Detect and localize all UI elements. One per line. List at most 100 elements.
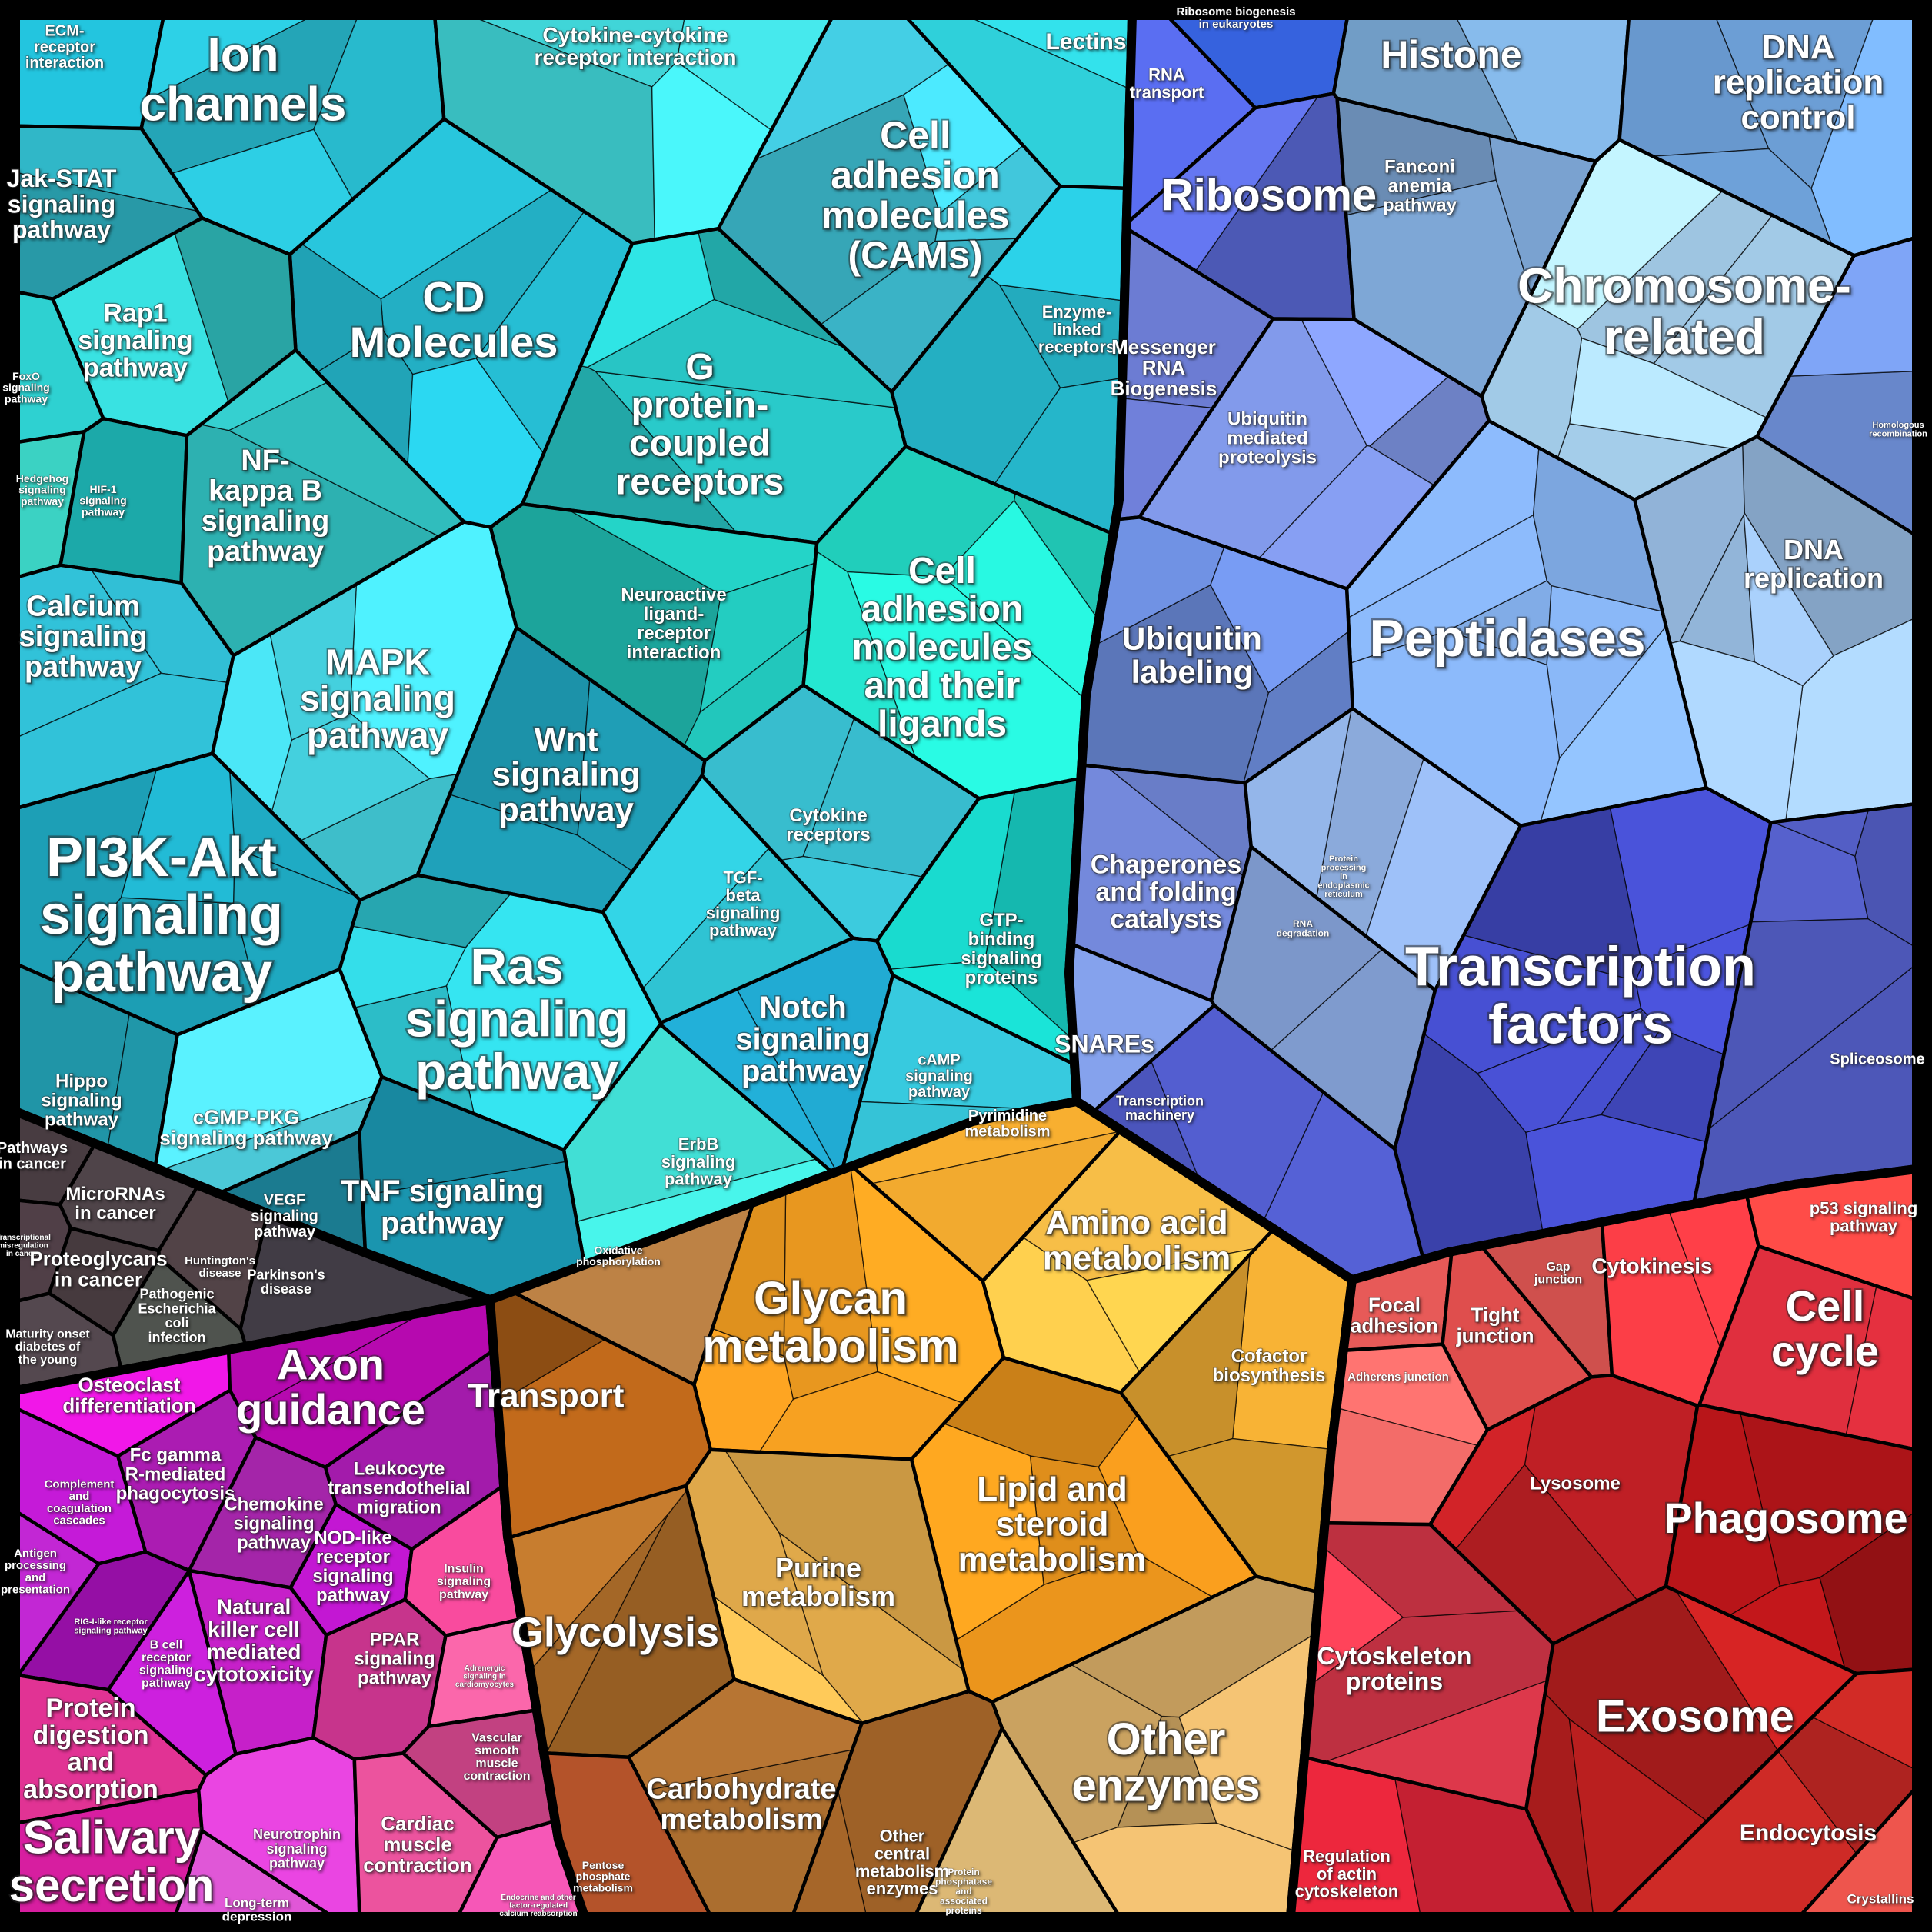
cell-label-micrornas-in-cancer: MicroRNAs in cancer — [65, 1184, 165, 1224]
cell-rap1-signaling-pathway — [51, 216, 298, 438]
cell-label-erbb-signaling-pathway: ErbB signaling pathway — [661, 1134, 736, 1189]
cell-label-ion-channels: Ion channels — [140, 28, 347, 131]
cell-label-rig-i-like-receptor-signaling-pathway: RIG-I-like receptor signaling pathway — [74, 1617, 148, 1635]
cell-ion-channels — [139, 13, 446, 257]
cell-other-enzymes — [990, 1574, 1321, 1919]
cell-wnt-signaling-pathway — [415, 625, 707, 914]
cell-adherens-junction — [1323, 1342, 1490, 1527]
cell-label-dna-replication: DNA replication — [1744, 534, 1884, 594]
region-metabolism-orange — [485, 1097, 1357, 1921]
cell-label-fanconi-anemia-pathway: Fanconi anemia pathway — [1383, 156, 1457, 215]
cell-label-ubiquitin-labeling: Ubiquitin labeling — [1122, 620, 1262, 690]
cell-label-tnf-signaling-pathway: TNF signaling pathway — [341, 1174, 544, 1241]
cell-phagosome — [1664, 1403, 1919, 1676]
cell-label-cell-adhesion-molecules-cams: Cell adhesion molecules (CAMs) — [821, 114, 1010, 277]
cell-label-cardiac-muscle-contraction: Cardiac muscle contraction — [363, 1812, 472, 1877]
cell-label-ribosome: Ribosome — [1161, 170, 1377, 220]
cell-label-ras-signaling-pathway: Ras signaling pathway — [405, 938, 628, 1100]
cell-label-oxidative-phosphorylation: Oxidative phosphorylation — [576, 1244, 661, 1267]
cell-label-osteoclast-differentiation: Osteoclast differentiation — [62, 1373, 195, 1417]
cell-label-gap-junction: Gap junction — [1534, 1261, 1582, 1287]
cell-label-rna-transport: RNA transport — [1130, 65, 1204, 102]
region-organismal-magenta — [11, 1295, 589, 1921]
cell-label-adrenergic-signaling-in-cardiomyocytes: Adrenergic signaling in cardiomyocytes — [455, 1664, 515, 1689]
cell-label-hif-1-signaling-pathway: HIF-1 signaling pathway — [79, 483, 126, 518]
cell-label-carbohydrate-metabolism: Carbohydrate metabolism — [646, 1773, 836, 1836]
cell-label-b-cell-receptor-signaling-pathway: B cell receptor signaling pathway — [139, 1638, 193, 1690]
cell-label-maturity-onset-diabetes-of-the-young: Maturity onset diabetes of the young — [5, 1328, 90, 1367]
cell-cell-cycle — [1697, 1244, 1919, 1452]
cell-label-neurotrophin-signaling-pathway: Neurotrophin signaling pathway — [253, 1827, 341, 1870]
cell-label-chromosome-related: Chromosome-related — [1517, 258, 1851, 365]
cell-label-protein-processing-in-endoplasmic-reticulum: Protein processing in endoplasmic reticulum — [1317, 854, 1369, 899]
cell-label-foxo-signaling-pathway: FoxO signaling pathway — [2, 370, 49, 405]
cell-cell-adhesion-molecules-and-their-ligands — [801, 445, 1115, 801]
cell-label-chemokine-signaling-pathway: Chemokine signaling pathway — [224, 1494, 323, 1553]
cell-label-lysosome: Lysosome — [1530, 1473, 1621, 1494]
region-disease-dark — [11, 1107, 495, 1395]
cell-label-vascular-smooth-muscle-contraction: Vascular smooth muscle contraction — [463, 1731, 530, 1783]
cell-label-gtp-binding-signaling-proteins: GTP-binding signaling proteins — [961, 910, 1041, 988]
cell-label-long-term-depression: Long-term depression — [222, 1896, 292, 1924]
cell-label-wnt-signaling-pathway: Wnt signaling pathway — [491, 721, 640, 829]
cell-label-crystallins: Crystallins — [1847, 1891, 1914, 1906]
cell-label-snares: SNAREs — [1054, 1030, 1154, 1058]
cell-spliceosome — [1691, 801, 1919, 1206]
cell-calcium-signaling-pathway — [13, 563, 235, 811]
cell-messenger-rna-biogenesis — [1114, 226, 1275, 521]
cell-label-purine-metabolism: Purine metabolism — [741, 1552, 895, 1612]
cell-label-notch-signaling-pathway: Notch signaling pathway — [735, 991, 871, 1088]
cell-label-endocytosis: Endocytosis — [1740, 1820, 1877, 1846]
texture-cell — [1476, 1008, 1644, 1133]
cell-label-pi3k-akt-signaling-pathway: PI3K-Akt signaling pathway — [40, 827, 283, 1004]
cell-label-fc-gamma-r-mediated-phagocytosis: Fc gamma R-mediated phagocytosis — [116, 1444, 235, 1504]
cell-label-insulin-signaling-pathway: Insulin signaling pathway — [437, 1563, 491, 1601]
cell-label-complement-and-coagulation-cascades: Complement and coagulation cascades — [45, 1478, 115, 1527]
cell-cell-adhesion-molecules-cams — [716, 13, 1062, 394]
cell-label-proteoglycans-in-cancer: Proteoglycans in cancer — [29, 1247, 167, 1291]
cell-label-mapk-signaling-pathway: MAPK signaling pathway — [300, 641, 455, 755]
cell-label-axon-guidance: Axon guidance — [236, 1341, 425, 1434]
cell-cd-molecules — [288, 117, 635, 529]
cell-fanconi-anemia-pathway — [1335, 96, 1597, 398]
cell-label-enzyme-linked-receptors: Enzyme-linked receptors — [1038, 302, 1115, 357]
cell-label-focal-adhesion: Focal adhesion — [1351, 1293, 1438, 1337]
cell-label-huntington-s-disease: Huntington's disease — [185, 1254, 255, 1280]
cell-label-pyrimidine-metabolism: Pyrimidine metabolism — [964, 1108, 1050, 1141]
cell-transcription-factors — [1393, 786, 1773, 1261]
cell-glycolysis — [506, 1484, 736, 1760]
cell-enzyme-linked-receptors — [890, 184, 1130, 536]
cell-label-dna-replication-control: DNA replication control — [1713, 28, 1884, 137]
cell-label-cofactor-biosynthesis: Cofactor biosynthesis — [1213, 1346, 1326, 1386]
cell-label-adherens-junction: Adherens junction — [1347, 1371, 1449, 1384]
cell-tnf-signaling-pathway — [358, 1074, 587, 1302]
cell-label-cgmp-pkg-signaling-pathway: cGMP-PKG signaling pathway — [159, 1105, 333, 1149]
cell-label-lipid-and-steroid-metabolism: Lipid and steroid metabolism — [958, 1471, 1147, 1579]
cell-label-transport: Transport — [468, 1377, 625, 1415]
cell-label-cell-adhesion-molecules-and-their-ligands: Cell adhesion molecules and their ligands — [852, 551, 1033, 745]
cell-other-central-metabolism-enzymes — [791, 1689, 1004, 1919]
cell-label-histone: Histone — [1381, 33, 1521, 76]
cell-label-peptidases: Peptidases — [1369, 609, 1645, 668]
cell-g-protein-coupled-receptors — [520, 226, 908, 545]
cell-label-chaperones-and-folding-catalysts: Chaperones and folding catalysts — [1091, 851, 1242, 934]
cell-label-salivary-secretion: Salivary secretion — [9, 1812, 215, 1911]
cell-label-phagosome: Phagosome — [1664, 1494, 1907, 1542]
cell-label-p53-signaling-pathway: p53 signaling pathway — [1810, 1198, 1918, 1235]
cell-label-camp-signaling-pathway: cAMP signaling pathway — [905, 1051, 973, 1101]
region-signaling — [11, 11, 1137, 1304]
cell-label-protein-digestion-and-absorption: Protein digestion and absorption — [23, 1694, 158, 1804]
cell-label-ppar-signaling-pathway: PPAR signaling pathway — [354, 1629, 435, 1688]
cell-label-natural-killer-cell-mediated-cytotoxicity: Natural killer cell mediated cytotoxicity — [194, 1595, 314, 1686]
cell-label-tgf-beta-signaling-pathway: TGF-beta signaling pathway — [706, 868, 781, 940]
cell-label-parkinson-s-disease: Parkinson's disease — [247, 1267, 325, 1297]
cell-protein-processing-in-endoplasmic-reticulum — [1243, 707, 1523, 992]
cell-label-leukocyte-transendothelial-migration: Leukocyte transendothelial migration — [328, 1458, 470, 1517]
cell-label-amino-acid-metabolism: Amino acid metabolism — [1043, 1204, 1231, 1277]
cell-label-other-central-metabolism-enzymes: Other central metabolism enzymes — [855, 1826, 949, 1898]
cell-label-transcription-machinery: Transcription machinery — [1116, 1093, 1204, 1123]
cell-nf-kappa-b-signaling-pathway — [179, 348, 466, 658]
